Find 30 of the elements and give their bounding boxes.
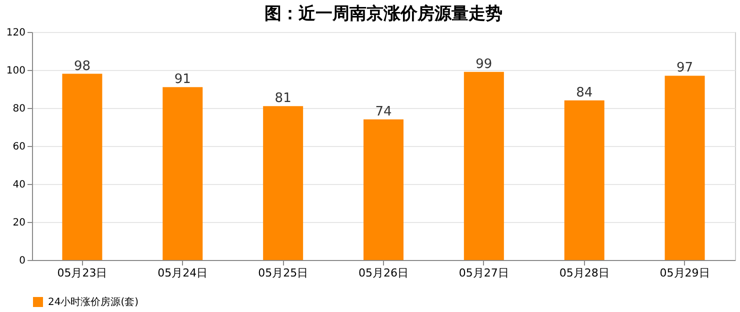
y-tick-label: 0 (19, 256, 26, 266)
bar (464, 72, 504, 260)
x-tick-label: 05月26日 (358, 266, 408, 280)
data-label: 84 (576, 85, 593, 100)
data-label: 99 (476, 56, 492, 72)
bar (263, 106, 304, 260)
x-tick-label: 05月29日 (660, 266, 710, 280)
bar (564, 100, 604, 260)
chart-title: 图：近一周南京涨价房源量走势 (264, 4, 502, 24)
y-tick-label: 80 (12, 104, 26, 114)
data-label: 97 (676, 60, 694, 76)
data-label: 98 (74, 58, 90, 74)
bar (62, 74, 102, 260)
data-label: 91 (174, 72, 191, 88)
x-tick-label: 05月24日 (158, 266, 208, 280)
bar (364, 119, 404, 260)
y-tick-label: 40 (12, 180, 26, 190)
x-tick-label: 05月27日 (458, 266, 509, 280)
y-tick-label: 120 (6, 28, 26, 38)
y-tick-label: 60 (12, 142, 26, 152)
x-tick-label: 05月23日 (57, 266, 108, 280)
data-label: 81 (274, 91, 292, 106)
data-label: 74 (375, 104, 392, 120)
bar (162, 87, 203, 260)
bar (664, 76, 705, 260)
legend-label: 24小时涨价房源(套) (48, 296, 139, 308)
y-tick-label: 20 (12, 218, 26, 228)
x-tick-label: 05月28日 (559, 266, 610, 280)
y-tick-label: 100 (6, 66, 26, 76)
x-tick-label: 05月25日 (258, 266, 308, 280)
